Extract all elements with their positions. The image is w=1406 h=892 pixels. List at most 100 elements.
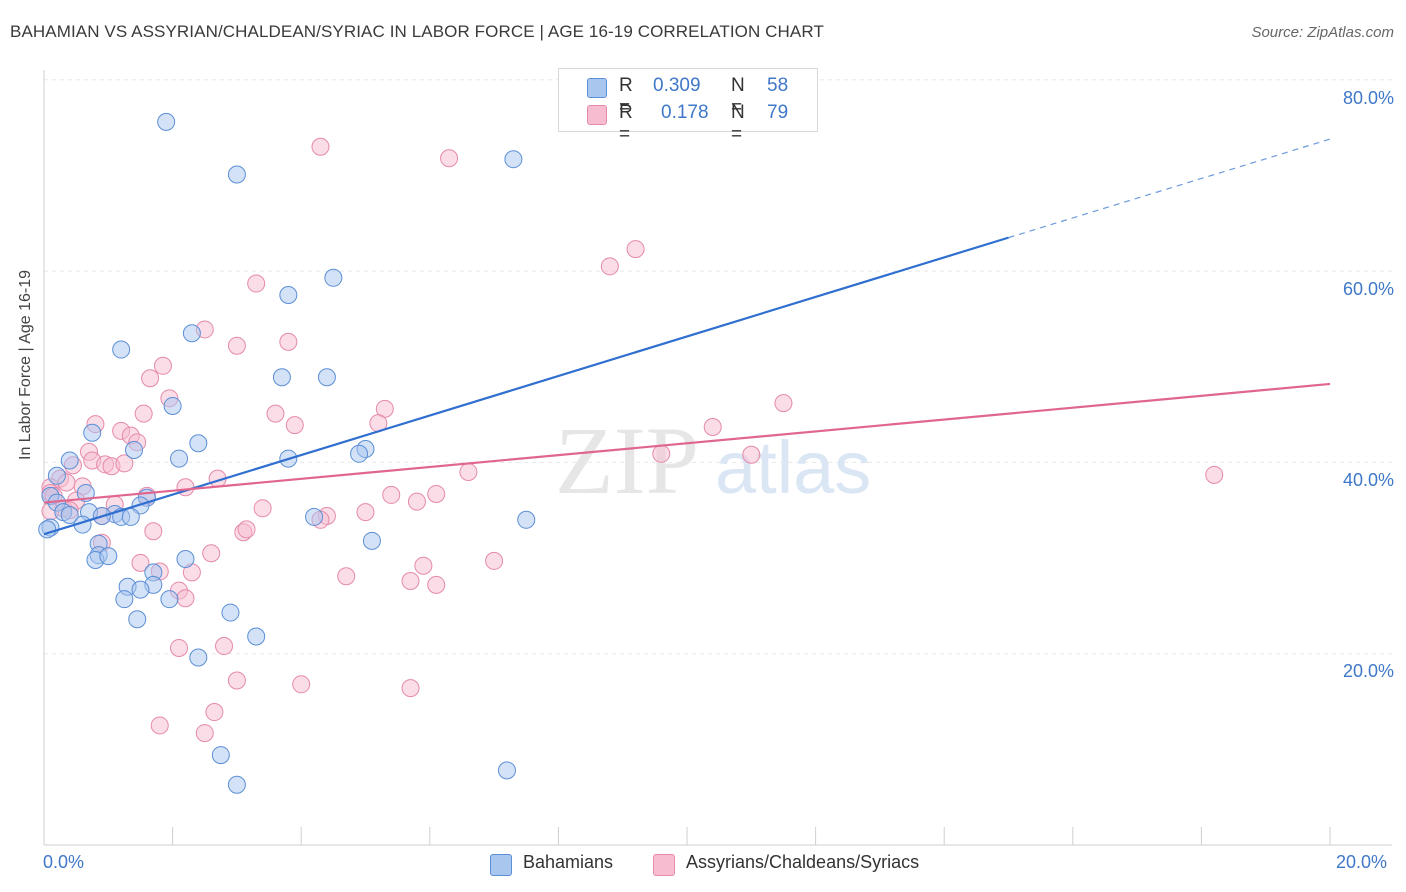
point-bahamians [305,507,324,526]
legend-n-label: N = [731,102,745,145]
legend-r-label: R = [619,75,633,118]
trend-line-bahamians [43,236,1009,536]
point-assyrians [141,369,160,388]
point-bahamians [247,627,266,646]
legend-n-value: 79 [767,102,789,123]
point-assyrians [703,418,722,437]
point-assyrians [153,356,172,375]
point-assyrians [742,445,761,464]
point-assyrians [131,553,150,572]
point-assyrians [195,724,214,743]
point-assyrians [202,544,221,563]
point-assyrians [253,499,272,518]
y-tick-60: 60.0% [1342,279,1394,299]
point-assyrians [247,274,266,293]
y-tick-20: 20.0% [1342,661,1394,681]
legend-swatch-blue [587,78,607,98]
point-assyrians [134,404,153,423]
legend-n-value: 58 [767,75,789,96]
point-assyrians [176,589,195,608]
point-assyrians [427,575,446,594]
point-assyrians [227,336,246,355]
point-assyrians [427,484,446,503]
y-tick-80: 80.0% [1342,88,1394,108]
legend-r-value: 0.178 [661,102,709,123]
point-bahamians [211,746,230,765]
point-assyrians [401,679,420,698]
chart-title: BAHAMIAN VS ASSYRIAN/CHALDEAN/SYRIAC IN … [10,22,824,41]
point-assyrians [401,572,420,591]
point-assyrians [215,637,234,656]
point-assyrians [311,137,330,156]
point-assyrians [170,638,189,657]
point-assyrians [1205,465,1224,484]
source-label: Source: ZipAtlas.com [1251,24,1394,41]
legend-swatch-pink [653,854,675,876]
legend-swatch-blue [490,854,512,876]
x-tick-left: 0.0% [43,852,85,872]
point-bahamians [157,112,176,131]
point-bahamians [60,451,79,470]
point-assyrians [115,454,134,473]
y-axis-label: In Labor Force | Age 16-19 [17,269,34,460]
point-bahamians [272,368,291,387]
point-bahamians [317,368,336,387]
point-assyrians [237,520,256,539]
point-assyrians [279,332,298,351]
point-assyrians [626,240,645,259]
point-assyrians [144,522,163,541]
watermark-zip: ZIP [555,407,699,514]
trend-line-bahamians-extension [1008,138,1331,239]
point-assyrians [285,416,304,435]
trend-lines [43,138,1331,536]
point-bahamians [112,340,131,359]
watermark-atlas: atlas [715,426,871,509]
series-bahamians-points [38,112,536,794]
point-assyrians [652,444,671,463]
point-bahamians [115,590,134,609]
point-bahamians [189,648,208,667]
point-bahamians [517,510,536,529]
point-assyrians [356,503,375,522]
point-assyrians [337,567,356,586]
point-bahamians [189,434,208,453]
y-tick-40: 40.0% [1342,470,1394,490]
point-assyrians [774,394,793,413]
legend-label-assyrians: Assyrians/Chaldeans/Syriacs [686,852,920,872]
point-bahamians [279,286,298,305]
point-bahamians [497,761,516,780]
point-bahamians [170,449,189,468]
point-bahamians [504,150,523,169]
point-assyrians [227,671,246,690]
point-assyrians [150,716,169,735]
point-bahamians [227,775,246,794]
point-bahamians [99,547,118,566]
point-bahamians [160,590,179,609]
point-bahamians [60,506,79,525]
point-assyrians [440,149,459,168]
legend-r-value: 0.309 [653,75,701,96]
point-assyrians [205,703,224,722]
trend-line-assyrians [43,382,1331,504]
point-assyrians [600,257,619,276]
legend-n-label: N = [731,75,745,118]
point-bahamians [227,165,246,184]
point-bahamians [121,507,140,526]
point-assyrians [266,404,285,423]
x-tick-right: 20.0% [1336,852,1388,872]
correlation-legend: R = 0.309 N = 58 R = 0.178 N = 79 [558,68,818,145]
point-bahamians [221,603,240,622]
point-bahamians [350,444,369,463]
point-assyrians [485,551,504,570]
legend-r-label: R = [619,102,633,145]
point-bahamians [362,531,381,550]
point-bahamians [131,580,150,599]
point-bahamians [83,423,102,442]
point-assyrians [407,492,426,511]
watermark: ZIP atlas [555,407,871,514]
legend-label-bahamians: Bahamians [523,852,614,872]
point-assyrians [382,485,401,504]
point-bahamians [128,610,147,629]
point-bahamians [47,466,66,485]
